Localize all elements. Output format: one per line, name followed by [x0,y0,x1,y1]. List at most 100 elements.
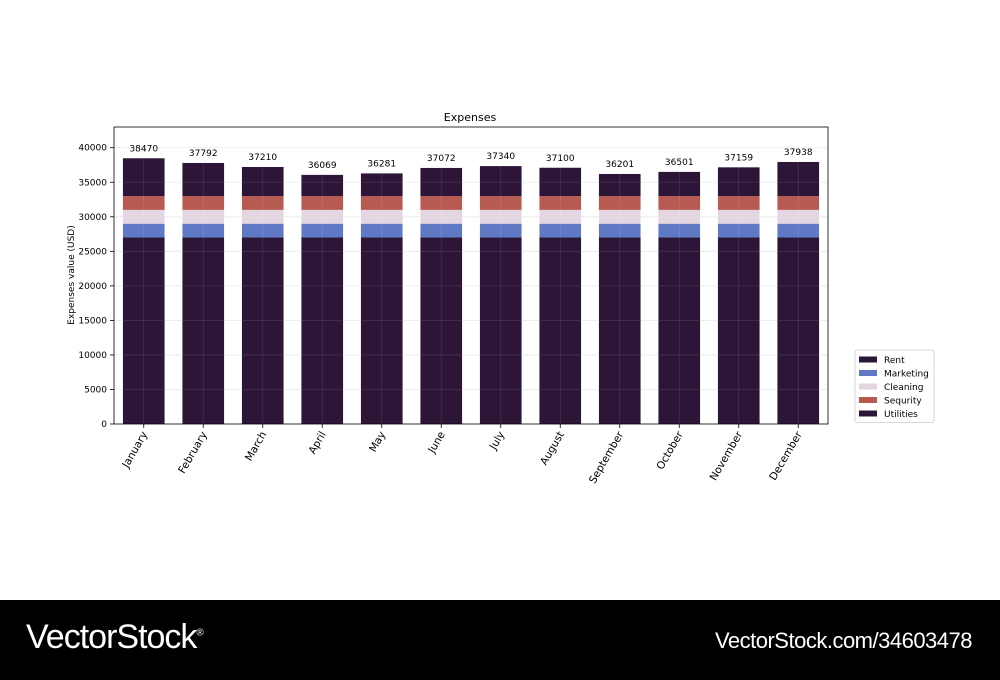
bar-segment-sequrity-july [479,196,522,210]
total-label-september: 36201 [605,160,634,170]
y-tick-label: 15000 [78,316,107,326]
bar-segment-utilities-july [479,166,522,197]
bar-segment-sequrity-december [777,196,820,210]
x-tick-label-january: January [120,430,151,471]
bar-segment-marketing-november [717,223,760,238]
y-tick-label: 40000 [78,144,107,154]
registered-mark: ® [196,627,203,639]
bar-segment-marketing-december [777,223,820,238]
bar-segment-cleaning-february [182,209,225,224]
chart-title: Expenses [444,111,497,124]
bar-segment-marketing-march [241,223,284,238]
total-label-december: 37938 [784,148,813,158]
bar-segment-cleaning-august [539,209,582,224]
bar-segment-sequrity-february [182,196,225,210]
legend-label-sequrity: Sequrity [884,397,922,407]
bar-segment-marketing-october [658,223,701,238]
bar-segment-utilities-february [182,162,225,197]
legend-swatch-cleaning [859,383,877,390]
bar-segment-cleaning-april [301,209,344,224]
total-label-june: 37072 [427,154,456,164]
bar-segment-utilities-december [777,161,820,197]
bar-segment-marketing-april [301,223,344,238]
bar-segment-rent-june [420,237,463,424]
y-axis-title: Expenses value (USD) [67,225,77,324]
legend-swatch-utilities [859,410,877,417]
bar-segment-rent-may [360,237,403,424]
y-tick-label: 25000 [78,247,107,257]
total-label-october: 36501 [665,158,694,168]
bar-segment-rent-october [658,237,701,424]
bar-segment-cleaning-may [360,209,403,224]
bar-segment-sequrity-november [717,196,760,210]
bar-segment-rent-february [182,237,225,424]
x-tick-label-july: July [487,430,507,453]
bar-segment-marketing-june [420,223,463,238]
x-tick-label-february: February [176,430,210,476]
x-tick-label-october: October [654,429,686,472]
legend-label-rent: Rent [884,356,905,366]
bar-segment-rent-december [777,237,820,424]
legend-swatch-rent [859,356,877,363]
total-label-march: 37210 [248,153,277,163]
legend-label-marketing: Marketing [884,370,929,380]
x-tick-label-may: May [367,430,388,455]
bar-segment-rent-january [122,237,165,424]
y-tick-label: 20000 [78,282,107,292]
bar-segment-sequrity-september [598,196,641,210]
legend-box [854,349,935,423]
y-tick-label: 10000 [78,351,107,361]
bar-segment-rent-march [241,237,284,424]
bars-layer [114,127,828,425]
bar-segment-utilities-november [717,167,760,197]
footer-bar: VectorStock® VectorStock.com/34603478 [0,600,1000,680]
bar-segment-cleaning-november [717,209,760,224]
bar-segment-sequrity-april [301,196,344,210]
legend: Rent Marketing Cleaning Sequrity Utilities [854,349,935,423]
plot-frame [113,126,829,425]
x-tick-label-september: September [587,429,627,486]
total-label-january: 38470 [129,144,158,154]
bar-segment-cleaning-march [241,209,284,224]
bar-segment-rent-april [301,237,344,424]
chart-area: 0 5000 10000 15000 20000 25000 30000 35000 40000… [67,111,935,486]
legend-label-utilities: Utilities [884,410,918,420]
bar-segment-utilities-may [360,173,403,197]
bar-segment-rent-august [539,237,582,424]
bar-segment-rent-july [479,237,522,424]
bar-segment-sequrity-march [241,196,284,210]
bar-segment-rent-september [598,237,641,424]
bar-segment-cleaning-december [777,209,820,224]
logo-text: VectorStock [26,618,197,656]
total-label-may: 36281 [367,159,396,169]
x-tick-label-april: April [306,430,328,457]
total-label-november: 37159 [724,153,753,163]
y-tick-label: 5000 [84,385,107,395]
bar-segment-rent-november [717,237,760,424]
bar-segment-cleaning-june [420,209,463,224]
bar-segment-marketing-may [360,223,403,238]
bar-segment-cleaning-july [479,209,522,224]
total-label-august: 37100 [546,154,575,164]
bar-segment-utilities-september [598,173,641,197]
total-label-april: 36069 [308,161,337,171]
bar-segment-sequrity-june [420,196,463,210]
legend-swatch-sequrity [859,397,877,403]
bar-segment-utilities-june [420,167,463,197]
x-tick-label-november: November [708,429,746,483]
bar-segment-cleaning-october [658,209,701,224]
bar-segment-sequrity-may [360,196,403,210]
y-tick-label: 0 [101,420,107,430]
bar-segment-utilities-october [658,171,701,197]
bar-segment-sequrity-january [122,196,165,210]
y-tick-label: 30000 [78,213,107,223]
image-url: VectorStock.com/34603478 [714,628,973,653]
total-label-july: 37340 [486,152,515,162]
x-tick-label-december: December [767,429,805,483]
grid-layer [114,147,828,425]
legend-label-cleaning: Cleaning [884,383,923,393]
bar-segment-marketing-january [122,223,165,238]
bar-segment-utilities-august [539,167,582,197]
x-tick-label-march: March [243,430,269,464]
bar-segment-marketing-august [539,223,582,238]
